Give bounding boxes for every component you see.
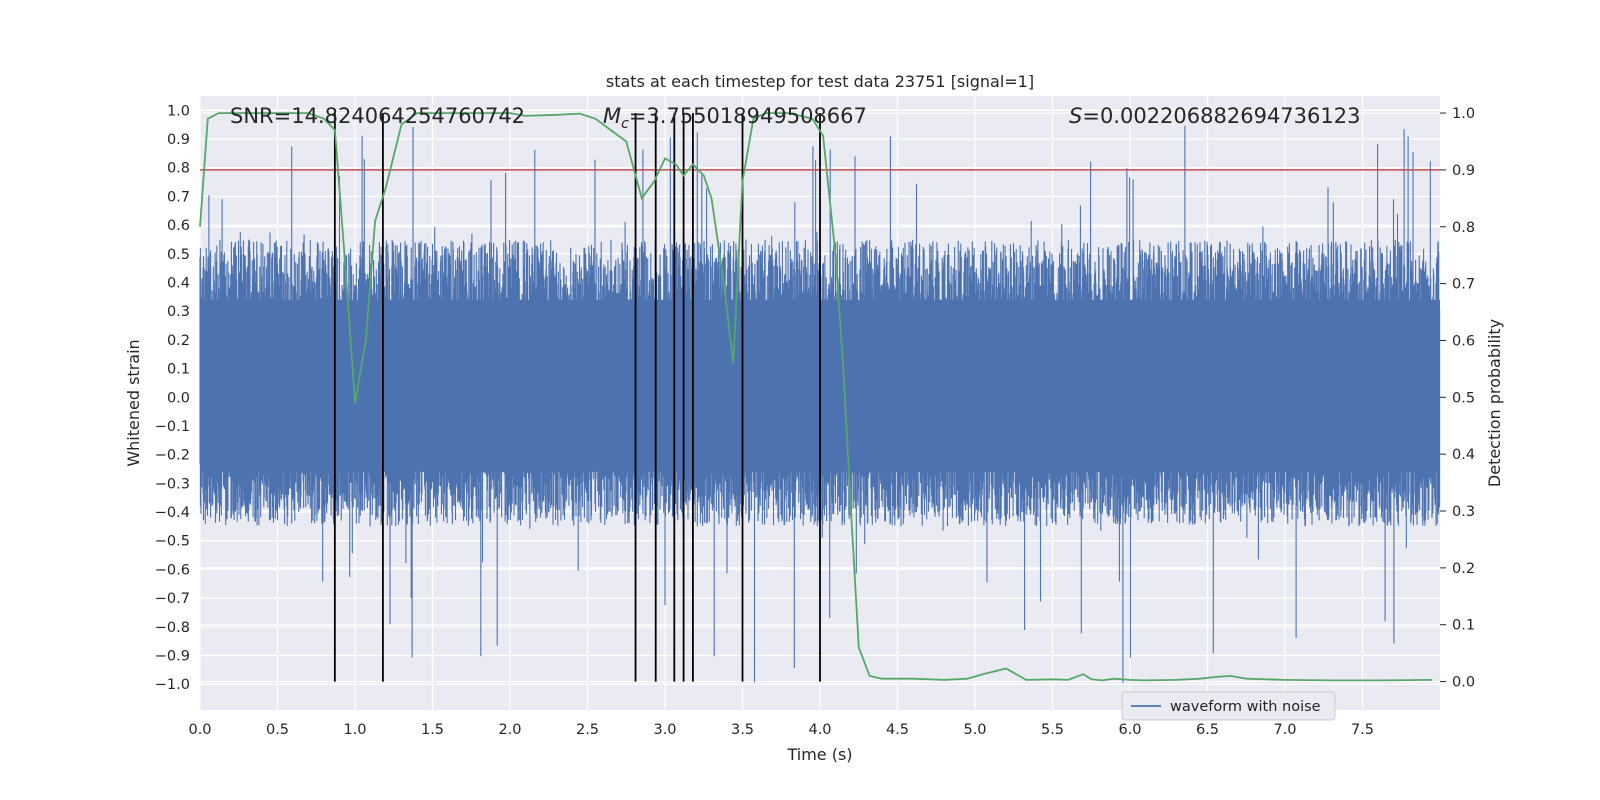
mc-value: =3.755018949508667 bbox=[629, 104, 867, 128]
y-tick-left-20: −1.0 bbox=[155, 677, 190, 693]
x-tick-8: 4.0 bbox=[808, 722, 831, 738]
y-tick-left-1: 0.9 bbox=[167, 132, 190, 148]
y-tick-right-3: 0.7 bbox=[1452, 277, 1475, 293]
y-tick-right-5: 0.5 bbox=[1452, 390, 1475, 406]
chart-title: stats at each timestep for test data 237… bbox=[606, 72, 1034, 91]
s-symbol: S bbox=[1069, 104, 1082, 128]
y-tick-left-4: 0.6 bbox=[167, 218, 190, 234]
mc-subscript: c bbox=[621, 116, 629, 132]
x-tick-14: 7.0 bbox=[1273, 722, 1296, 738]
y-tick-left-8: 0.2 bbox=[167, 333, 190, 349]
y-tick-left-3: 0.7 bbox=[167, 189, 190, 205]
x-tick-1: 0.5 bbox=[266, 722, 289, 738]
y-tick-labels-right: 1.0 0.9 0.8 0.7 0.6 0.5 0.4 0.3 0.2 0.1 0.0 bbox=[1440, 106, 1475, 691]
x-tick-3: 1.5 bbox=[421, 722, 444, 738]
legend: waveform with noise bbox=[1121, 691, 1336, 721]
x-tick-11: 5.5 bbox=[1041, 722, 1064, 738]
y-tick-left-19: −0.9 bbox=[155, 648, 190, 664]
y-tick-right-0: 1.0 bbox=[1452, 106, 1475, 122]
y-tick-left-7: 0.3 bbox=[167, 304, 190, 320]
s-value: =0.002206882694736123 bbox=[1082, 104, 1360, 128]
x-tick-12: 6.0 bbox=[1118, 722, 1141, 738]
snr-annotation: SNR=14.824064254760742 bbox=[230, 104, 525, 128]
y-tick-right-1: 0.9 bbox=[1452, 163, 1475, 179]
y-tick-left-18: −0.8 bbox=[155, 620, 190, 636]
x-tick-7: 3.5 bbox=[731, 722, 754, 738]
x-tick-13: 6.5 bbox=[1196, 722, 1219, 738]
x-tick-4: 2.0 bbox=[498, 722, 521, 738]
x-tick-0: 0.0 bbox=[188, 722, 211, 738]
y-tick-left-15: −0.5 bbox=[155, 534, 190, 550]
y-tick-left-5: 0.5 bbox=[167, 247, 190, 263]
y-tick-right-7: 0.3 bbox=[1452, 504, 1475, 520]
x-tick-9: 4.5 bbox=[886, 722, 909, 738]
y-tick-right-10: 0.0 bbox=[1452, 675, 1475, 691]
y-tick-left-6: 0.4 bbox=[167, 275, 190, 291]
y-tick-right-4: 0.6 bbox=[1452, 333, 1475, 349]
detection-probability-line bbox=[199, 112, 1433, 682]
y-tick-labels-left: 1.0 0.9 0.8 0.7 0.6 0.5 0.4 0.3 0.2 0.1 0.0 −0.1 −0.… bbox=[155, 103, 190, 693]
y-tick-left-10: 0.0 bbox=[167, 390, 190, 406]
y-tick-left-13: −0.3 bbox=[155, 476, 190, 492]
y-tick-right-2: 0.8 bbox=[1452, 220, 1475, 236]
x-tick-2: 1.0 bbox=[343, 722, 366, 738]
y-axis-label-right: Detection probability bbox=[1485, 319, 1504, 487]
legend-box bbox=[1121, 691, 1336, 721]
y-tick-left-17: −0.7 bbox=[155, 591, 190, 607]
y-tick-left-11: −0.1 bbox=[155, 419, 190, 435]
x-tick-labels: 0.0 0.5 1.0 1.5 2.0 2.5 3.0 3.5 4.0 4.5 5.0 5.5 6.0 6… bbox=[188, 722, 1374, 738]
y-tick-right-6: 0.4 bbox=[1452, 447, 1475, 463]
x-tick-6: 3.0 bbox=[653, 722, 676, 738]
y-tick-left-2: 0.8 bbox=[167, 161, 190, 177]
x-tick-10: 5.0 bbox=[963, 722, 986, 738]
y-tick-left-9: 0.1 bbox=[167, 362, 190, 378]
mc-symbol: M bbox=[603, 104, 621, 128]
x-tick-15: 7.5 bbox=[1351, 722, 1374, 738]
y-tick-left-16: −0.6 bbox=[155, 562, 190, 578]
x-tick-5: 2.5 bbox=[576, 722, 599, 738]
x-axis-label: Time (s) bbox=[786, 745, 852, 764]
y-tick-left-14: −0.4 bbox=[155, 505, 190, 521]
y-tick-right-9: 0.1 bbox=[1452, 618, 1475, 634]
vertical-markers bbox=[333, 113, 821, 682]
y-axis-label-left: Whitened strain bbox=[124, 339, 143, 466]
y-tick-right-8: 0.2 bbox=[1452, 561, 1475, 577]
chirp-mass-annotation: Mc=3.755018949508667 bbox=[603, 104, 867, 132]
s-annotation: S=0.002206882694736123 bbox=[1069, 104, 1360, 128]
y-tick-left-12: −0.2 bbox=[155, 448, 190, 464]
legend-label-waveform: waveform with noise bbox=[1170, 699, 1321, 715]
y-tick-left-0: 1.0 bbox=[167, 103, 190, 119]
